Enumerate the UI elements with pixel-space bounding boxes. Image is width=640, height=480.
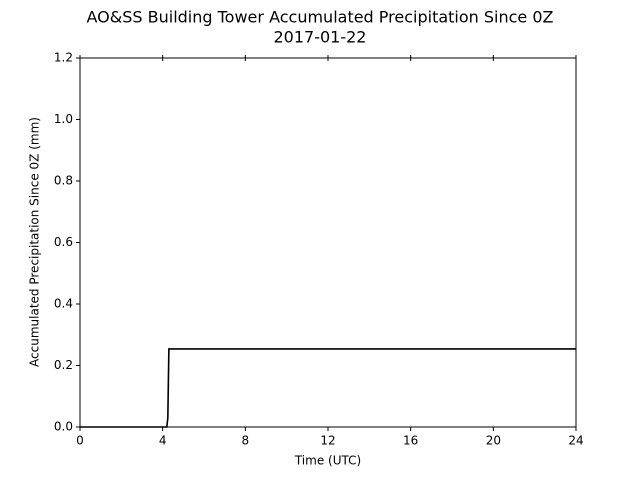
y-tick-label: 1.0 bbox=[54, 112, 73, 126]
y-tick-label: 0.6 bbox=[54, 235, 73, 249]
chart-subtitle: 2017-01-22 bbox=[274, 28, 367, 47]
x-tick-label: 24 bbox=[568, 434, 583, 448]
data-line bbox=[80, 348, 576, 428]
plot-frame bbox=[79, 57, 577, 428]
x-tick-label: 4 bbox=[159, 434, 167, 448]
x-tick-label: 16 bbox=[403, 434, 418, 448]
x-tick-label: 20 bbox=[486, 434, 501, 448]
x-tick-label: 12 bbox=[320, 434, 335, 448]
y-axis-label: Accumulated Precipitation Since 0Z (mm) bbox=[28, 117, 42, 367]
y-tick-label: 0.8 bbox=[54, 174, 73, 188]
x-tick-label: 0 bbox=[76, 434, 84, 448]
y-tick-label: 0.4 bbox=[54, 297, 73, 311]
x-axis-label: Time (UTC) bbox=[294, 454, 361, 468]
x-tick-label: 8 bbox=[242, 434, 250, 448]
y-tick-label: 1.2 bbox=[54, 51, 73, 65]
chart-title: AO&SS Building Tower Accumulated Precipi… bbox=[87, 8, 554, 27]
y-tick-label: 0.0 bbox=[54, 420, 73, 434]
y-tick-label: 0.2 bbox=[54, 358, 73, 372]
